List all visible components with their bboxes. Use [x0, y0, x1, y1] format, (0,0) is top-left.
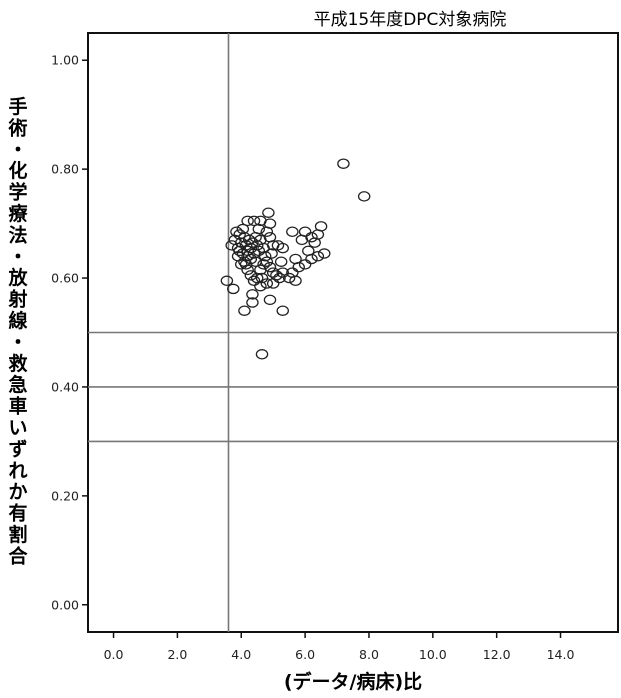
- y-tick-label: 0.00: [51, 597, 79, 612]
- y-axis-label-char: 術: [7, 116, 27, 139]
- x-tick-label: 0.0: [104, 647, 124, 662]
- y-axis: 0.00 0.20 0.40 0.60 0.80 1.00: [51, 53, 88, 612]
- x-tick-label: 8.0: [359, 647, 379, 662]
- data-point: [262, 207, 275, 218]
- data-point: [252, 223, 266, 235]
- y-tick-label: 0.60: [51, 271, 79, 286]
- y-axis-label-char: ・: [8, 139, 27, 161]
- data-points: [220, 158, 371, 360]
- y-axis-label-char: 法: [8, 223, 27, 246]
- y-axis-label-char: 車: [8, 395, 27, 418]
- data-point: [231, 251, 245, 262]
- y-axis-label-char: 学: [8, 181, 27, 204]
- data-point: [246, 289, 259, 300]
- data-point: [286, 267, 299, 278]
- y-axis-label-char: 合: [8, 544, 28, 567]
- data-point: [276, 305, 290, 316]
- data-point: [257, 242, 270, 254]
- data-point: [230, 226, 243, 238]
- data-point: [274, 256, 288, 267]
- data-point: [273, 272, 286, 284]
- data-point: [254, 280, 267, 292]
- data-point: [258, 251, 272, 262]
- data-point: [263, 231, 277, 243]
- x-tick-label: 4.0: [231, 647, 251, 662]
- y-tick-label: 0.80: [51, 162, 79, 177]
- data-point: [233, 245, 246, 257]
- x-axis: 0.0 2.0 4.0 6.0 8.0 10.0 12.0 14.0: [104, 632, 575, 662]
- data-point: [286, 226, 299, 238]
- y-axis-label-char: か: [8, 481, 27, 503]
- data-point: [266, 267, 280, 278]
- data-point: [255, 349, 269, 360]
- y-axis-label-char: 急: [8, 373, 27, 396]
- y-axis-label-char: 線: [8, 309, 27, 332]
- y-axis-label-char: ・: [8, 331, 27, 353]
- data-point: [295, 234, 309, 246]
- data-point: [249, 256, 262, 267]
- y-axis-label-char: 化: [8, 159, 27, 182]
- y-axis-label-char: れ: [8, 460, 27, 482]
- x-tick-label: 2.0: [167, 647, 187, 662]
- data-point: [271, 240, 285, 251]
- data-point: [337, 158, 350, 169]
- data-point: [298, 259, 312, 270]
- y-tick-label: 1.00: [51, 53, 79, 68]
- reference-lines: [88, 33, 618, 632]
- y-tick-label: 0.20: [51, 488, 79, 503]
- y-axis-label-char: 射: [7, 288, 27, 311]
- data-point: [305, 253, 318, 265]
- data-point: [227, 283, 240, 295]
- data-point: [247, 275, 261, 287]
- data-point: [314, 221, 328, 232]
- data-point: [357, 191, 371, 202]
- y-axis-label-char: 放: [7, 266, 28, 289]
- y-axis-label-char: 割: [8, 523, 27, 546]
- y-axis-label-char: 療: [8, 202, 28, 225]
- data-point: [263, 261, 277, 273]
- data-point: [238, 305, 251, 316]
- data-point: [241, 251, 254, 262]
- data-point: [255, 272, 269, 284]
- x-tick-label: 6.0: [295, 647, 315, 662]
- data-point: [276, 267, 290, 278]
- data-point: [246, 297, 259, 308]
- y-axis-label-char: 手: [8, 95, 27, 118]
- data-point: [260, 278, 274, 289]
- data-point: [289, 253, 302, 265]
- data-point: [250, 240, 264, 251]
- data-point: [241, 215, 254, 227]
- y-axis-label-char: ・: [8, 246, 27, 268]
- x-axis-label: (データ/病床)比: [284, 670, 422, 693]
- x-tick-label: 14.0: [547, 647, 575, 662]
- data-point: [254, 215, 267, 227]
- data-point: [282, 272, 296, 284]
- data-point: [236, 223, 250, 235]
- data-point: [247, 215, 261, 227]
- data-point: [257, 259, 270, 270]
- y-axis-label-char: ず: [8, 438, 27, 460]
- data-point: [318, 248, 331, 259]
- data-point: [263, 294, 277, 306]
- chart-title: 平成15年度DPC対象病院: [314, 10, 507, 30]
- data-point: [266, 278, 280, 289]
- y-tick-label: 0.40: [51, 379, 79, 394]
- data-point: [265, 248, 278, 259]
- x-tick-label: 10.0: [419, 647, 447, 662]
- data-point: [311, 251, 325, 262]
- y-axis-label-char: い: [8, 417, 27, 439]
- x-tick-label: 12.0: [483, 647, 511, 662]
- data-point: [220, 275, 234, 287]
- y-axis-label-char: 有: [8, 502, 27, 525]
- data-point: [244, 270, 258, 281]
- y-axis-label-char: 救: [8, 352, 27, 375]
- data-point: [241, 264, 254, 276]
